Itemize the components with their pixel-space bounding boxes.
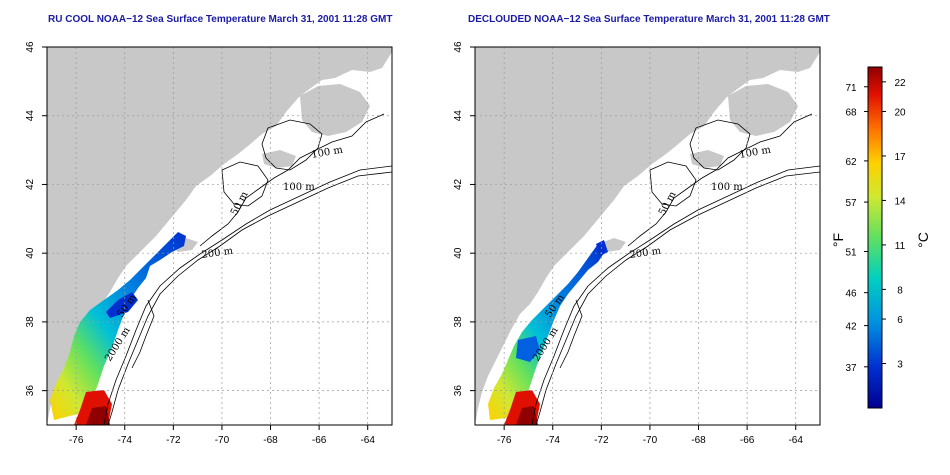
celsius-ticks: 22 20 17 14 11 8 6 3 bbox=[882, 78, 906, 371]
celsius-tick-label: 20 bbox=[894, 107, 906, 118]
fahrenheit-tick-label: 51 bbox=[845, 248, 857, 259]
left-map-panel: RU COOL NOAA−12 Sea Surface Temperature … bbox=[25, 14, 393, 446]
temperature-colorbar: 71 68 62 57 51 46 42 37 22 20 17 14 11 8 6 3 °F °C bbox=[830, 66, 931, 409]
x-tick-label: -64 bbox=[788, 435, 803, 446]
fahrenheit-tick-label: 46 bbox=[845, 289, 857, 300]
celsius-tick-label: 14 bbox=[894, 196, 906, 207]
contour-label: 100 m bbox=[711, 182, 743, 193]
y-tick-label: 36 bbox=[25, 385, 36, 397]
y-tick-label: 38 bbox=[25, 316, 36, 328]
y-tick-label: 40 bbox=[25, 247, 36, 259]
x-tick-label: -72 bbox=[166, 435, 181, 446]
x-tick-label: -76 bbox=[69, 435, 84, 446]
plot-frame bbox=[46, 46, 393, 426]
sst-swath bbox=[50, 232, 186, 425]
x-tick-label: -66 bbox=[312, 435, 327, 446]
celsius-tick-label: 8 bbox=[897, 285, 903, 296]
y-tick-label: 44 bbox=[25, 110, 36, 122]
x-tick-label: -70 bbox=[643, 435, 658, 446]
y-tick-label: 38 bbox=[453, 316, 464, 328]
bathymetry-contours bbox=[531, 113, 821, 426]
y-tick-label: 44 bbox=[453, 110, 464, 122]
contour-label: 100 m bbox=[283, 182, 315, 193]
right-map-title: DECLOUDED NOAA−12 Sea Surface Temperatur… bbox=[468, 14, 830, 25]
x-tick-label: -64 bbox=[360, 435, 375, 446]
y-tick-label: 36 bbox=[453, 385, 464, 397]
x-axis-ticks: -76 -74 -72 -70 -68 -66 -64 bbox=[497, 425, 803, 446]
x-tick-label: -74 bbox=[118, 435, 133, 446]
x-axis-ticks: -76 -74 -72 -70 -68 -66 -64 bbox=[69, 425, 375, 446]
x-tick-label: -76 bbox=[497, 435, 512, 446]
y-tick-label: 42 bbox=[25, 178, 36, 190]
x-tick-label: -68 bbox=[691, 435, 706, 446]
fahrenheit-tick-label: 68 bbox=[845, 107, 857, 118]
x-tick-label: -66 bbox=[740, 435, 755, 446]
y-axis-ticks: 36 38 40 42 44 46 bbox=[453, 41, 475, 396]
x-tick-label: -70 bbox=[215, 435, 230, 446]
celsius-tick-label: 3 bbox=[897, 360, 903, 371]
celsius-tick-label: 17 bbox=[894, 152, 906, 163]
fahrenheit-tick-label: 42 bbox=[845, 322, 857, 333]
bathymetry-contours bbox=[103, 113, 393, 426]
y-axis-ticks: 36 38 40 42 44 46 bbox=[25, 41, 47, 396]
celsius-tick-label: 22 bbox=[894, 78, 906, 89]
y-tick-label: 46 bbox=[25, 41, 36, 53]
right-map-panel: DECLOUDED NOAA−12 Sea Surface Temperatur… bbox=[453, 14, 830, 446]
fahrenheit-tick-label: 71 bbox=[845, 83, 857, 94]
colorbar-gradient bbox=[867, 66, 883, 409]
lat-lon-grid bbox=[47, 46, 392, 425]
celsius-tick-label: 11 bbox=[895, 241, 906, 252]
plot-frame bbox=[474, 46, 821, 426]
y-tick-label: 40 bbox=[453, 247, 464, 259]
fahrenheit-tick-label: 62 bbox=[845, 157, 857, 168]
fahrenheit-tick-label: 57 bbox=[845, 198, 857, 209]
celsius-label: °C bbox=[915, 232, 931, 248]
x-tick-label: -74 bbox=[546, 435, 561, 446]
fahrenheit-ticks: 71 68 62 57 51 46 42 37 bbox=[845, 83, 868, 374]
left-map-title: RU COOL NOAA−12 Sea Surface Temperature … bbox=[48, 14, 393, 25]
y-tick-label: 42 bbox=[453, 178, 464, 190]
x-tick-label: -72 bbox=[594, 435, 609, 446]
y-tick-label: 46 bbox=[453, 41, 464, 53]
lat-lon-grid bbox=[475, 46, 820, 425]
celsius-tick-label: 6 bbox=[897, 315, 903, 326]
x-tick-label: -68 bbox=[263, 435, 278, 446]
fahrenheit-label: °F bbox=[830, 233, 846, 247]
fahrenheit-tick-label: 37 bbox=[845, 363, 857, 374]
